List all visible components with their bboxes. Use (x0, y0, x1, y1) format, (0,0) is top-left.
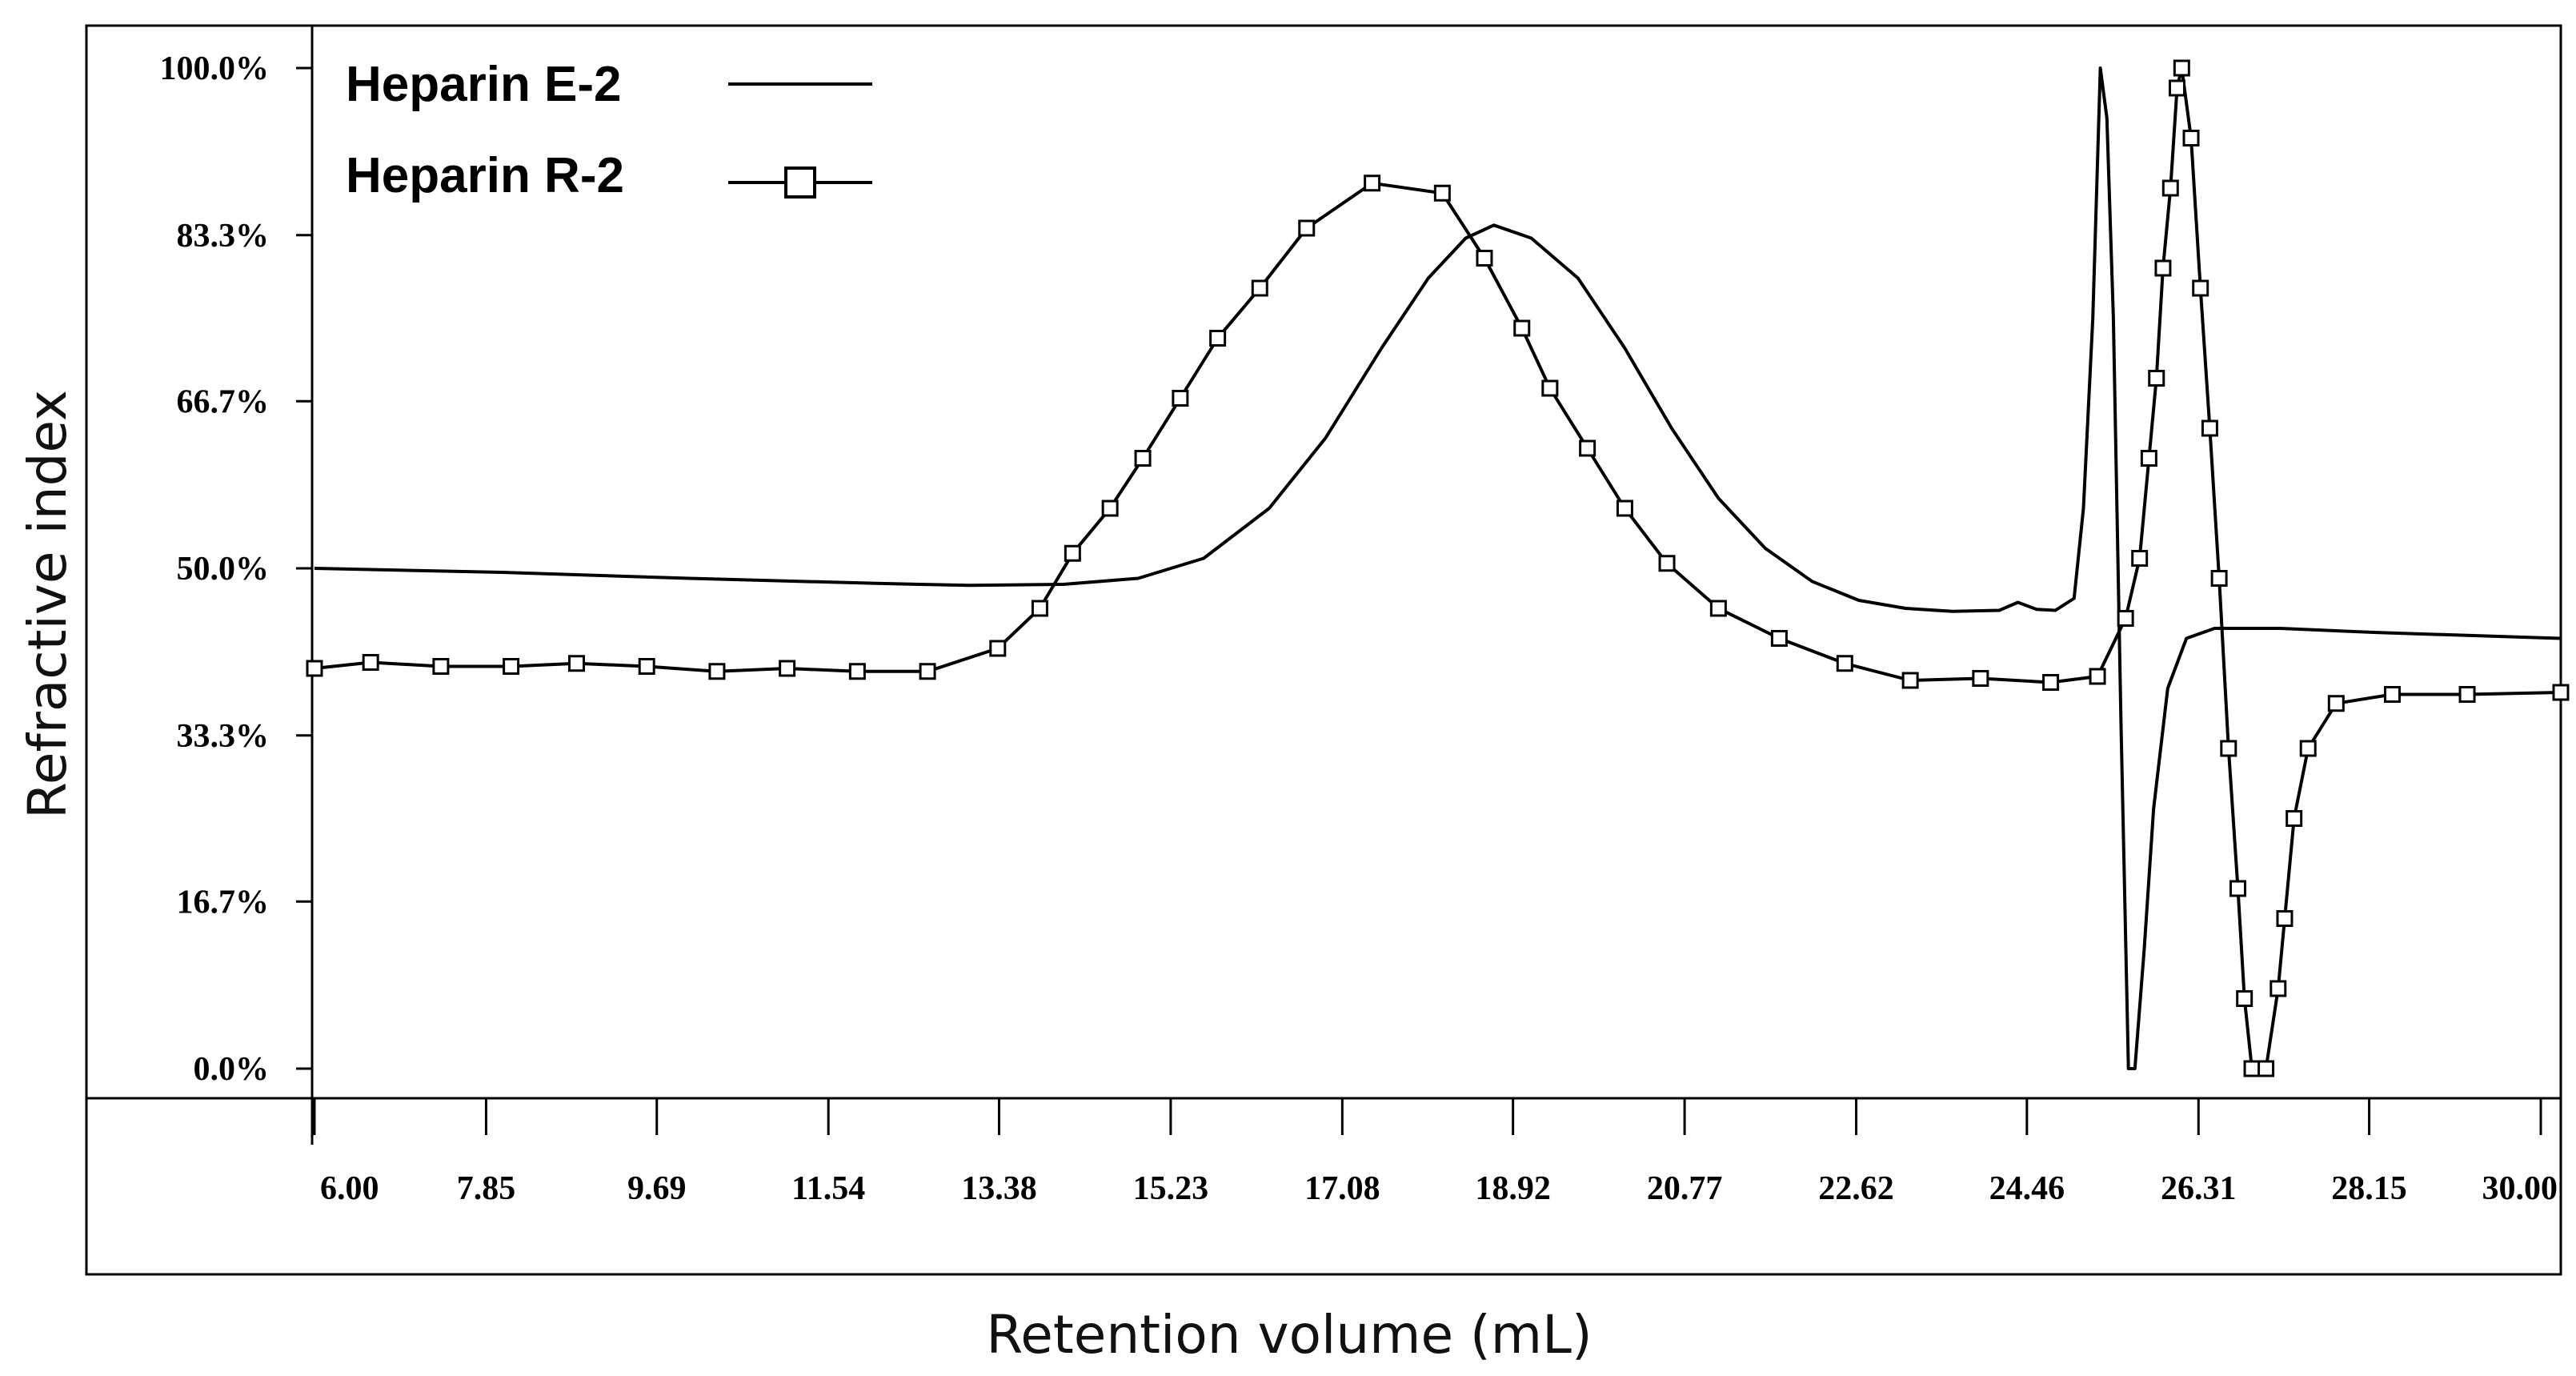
data-point-marker (2148, 370, 2165, 387)
data-point-marker (2327, 695, 2345, 712)
data-point-marker (2458, 686, 2476, 703)
x-tick-label: 11.54 (791, 1170, 865, 1207)
x-tick-label: 15.23 (1133, 1170, 1209, 1207)
data-point-marker (1541, 379, 1559, 397)
data-point-marker (1513, 319, 1531, 337)
y-tick-label: 50.0% (177, 551, 270, 588)
legend-label-r2: Heparin R-2 (346, 148, 624, 203)
data-point-marker (567, 655, 585, 672)
data-point-marker (2089, 668, 2106, 685)
x-tick-label: 30.00 (2482, 1170, 2558, 1207)
data-point-marker (2182, 130, 2200, 146)
x-tick-group: 6.00 7.85 9.69 11.54 13.38 15.23 17.08 18.92 20.… (313, 1098, 2558, 1207)
data-point-marker (989, 640, 1007, 657)
data-point-marker (779, 660, 796, 677)
data-point-marker (2161, 179, 2179, 197)
data-point-marker (1251, 279, 1268, 297)
x-tick-label: 9.69 (627, 1170, 687, 1207)
data-point-marker (1579, 439, 1596, 457)
data-point-marker (1101, 499, 1119, 517)
legend: Heparin E-2 Heparin R-2 (346, 57, 872, 203)
data-point-marker (2229, 880, 2246, 897)
x-tick-label: 22.62 (1818, 1170, 1894, 1207)
data-point-marker (1616, 499, 1633, 517)
data-point-marker (2286, 810, 2303, 827)
data-point-marker (2270, 980, 2287, 997)
data-point-marker (2117, 610, 2134, 627)
data-point-marker (1364, 175, 1381, 192)
data-point-marker (1836, 655, 1853, 672)
data-point-marker (1209, 330, 1227, 347)
legend-marker-r2 (784, 166, 816, 199)
x-axis-label: Retention volume (mL) (986, 1304, 1592, 1366)
x-tick-label: 18.92 (1475, 1170, 1551, 1207)
data-point-marker (2131, 550, 2149, 567)
x-tick-label: 28.15 (2331, 1170, 2407, 1207)
data-point-marker (1298, 219, 1316, 237)
data-point-marker (306, 660, 323, 677)
data-point-marker (2299, 740, 2317, 757)
data-point-marker (919, 663, 936, 680)
x-tick-label: 24.46 (1989, 1170, 2065, 1207)
data-point-marker (2201, 419, 2218, 437)
data-point-marker (638, 658, 655, 675)
data-point-marker (708, 663, 726, 680)
data-point-marker (362, 654, 379, 671)
data-point-marker (2192, 279, 2209, 297)
data-point-marker (1972, 670, 1989, 687)
data-point-marker (2236, 990, 2253, 1007)
series-line-e2 (314, 66, 2562, 1070)
x-tick-label: 7.85 (457, 1170, 516, 1207)
x-tick-label: 6.00 (320, 1170, 379, 1207)
data-point-marker (1476, 250, 1493, 267)
data-point-marker (2154, 259, 2172, 277)
data-point-marker (1770, 630, 1788, 647)
data-point-marker (2210, 570, 2228, 587)
data-point-marker (848, 663, 866, 680)
y-tick-label: 0.0% (194, 1051, 270, 1088)
series-group (306, 59, 2570, 1077)
y-tick-label: 83.3% (177, 218, 270, 255)
x-tick-label: 26.31 (2161, 1170, 2237, 1207)
data-point-marker (1172, 390, 1189, 407)
x-tick-label: 20.77 (1647, 1170, 1723, 1207)
data-point-marker (1709, 600, 1727, 617)
x-tick-label: 13.38 (961, 1170, 1037, 1207)
y-tick-label: 66.7% (177, 383, 270, 420)
data-point-marker (1658, 555, 1676, 572)
y-tick-label: 100.0% (160, 50, 270, 87)
y-tick-group: 100.0% 83.3% 66.7% 50.0% 33.3% 16.7% 0.0% (160, 50, 312, 1088)
x-tick-label: 17.08 (1304, 1170, 1380, 1207)
chart-frame (85, 24, 2562, 1276)
data-point-marker (2042, 674, 2060, 691)
data-point-marker (2258, 1060, 2275, 1077)
data-point-marker (2552, 684, 2570, 701)
y-tick-label: 33.3% (177, 718, 270, 755)
data-point-marker (503, 658, 520, 675)
data-point-marker (2173, 59, 2190, 77)
data-point-marker (2220, 740, 2237, 757)
data-point-marker (2383, 686, 2401, 703)
data-point-marker (2168, 79, 2185, 97)
y-tick-label: 16.7% (177, 884, 270, 921)
data-point-marker (1901, 672, 1919, 689)
data-point-marker (432, 658, 450, 675)
data-point-marker (2140, 450, 2157, 467)
data-point-marker (2276, 910, 2294, 927)
data-point-marker (1064, 544, 1081, 562)
data-point-marker (2243, 1060, 2261, 1077)
data-point-marker (1031, 600, 1048, 617)
data-point-marker (1134, 450, 1152, 467)
legend-label-e2: Heparin E-2 (346, 57, 622, 112)
data-point-marker (1433, 184, 1451, 202)
y-axis-label: Refractive index (17, 390, 78, 819)
